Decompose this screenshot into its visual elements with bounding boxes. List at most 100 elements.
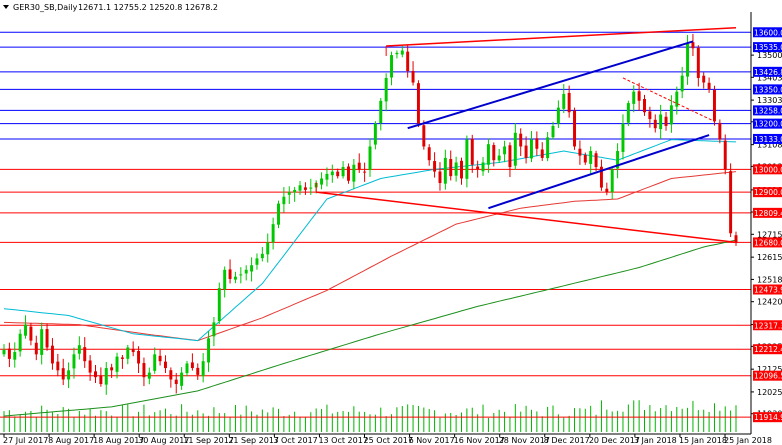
candle-bear (29, 326, 33, 341)
level-label: 12212.4 (754, 345, 782, 354)
candle-bear (346, 166, 350, 181)
candle-bull (616, 151, 620, 169)
candle-bear (583, 154, 587, 163)
level-label-bg (753, 207, 782, 218)
price-tick-label: 12025.5 (757, 388, 782, 397)
channel-upper-line (407, 40, 694, 130)
level-label: 13535.0 (754, 43, 782, 52)
time-tick-label: 8 Aug 2017 (48, 436, 94, 445)
candle-bull (503, 146, 507, 155)
dashed-trendline (622, 77, 715, 122)
level-label-bg (753, 320, 782, 331)
level-label-bg (753, 133, 782, 144)
level-label-bg (753, 370, 782, 381)
candle-bear (7, 348, 11, 359)
candle-bull (2, 349, 6, 355)
candle-bull (610, 169, 614, 193)
trendlines[interactable] (315, 26, 737, 244)
candle-bear (637, 91, 641, 101)
candle-bull (373, 123, 377, 145)
candle-bull (260, 253, 264, 259)
candle-bull (443, 157, 447, 184)
level-label-bg (753, 118, 782, 129)
candle-bear (653, 119, 657, 129)
level-label-bg (753, 42, 782, 53)
level-lines[interactable] (0, 31, 751, 418)
level-label-bg (753, 105, 782, 116)
time-tick-label: 25 Oct 2017 (364, 436, 413, 445)
time-tick-label: 21 Sep 2017 (228, 436, 279, 445)
axes: 13500.013403.013303.013208.013108.013013… (0, 12, 782, 445)
candle-bear (45, 329, 49, 348)
candle-bear (712, 90, 716, 122)
candle-bull (185, 363, 189, 374)
candle-bear (605, 188, 609, 193)
candle-bull (293, 189, 297, 193)
level-label: 12900.0 (754, 188, 782, 197)
candle-bull (277, 203, 280, 225)
candle-bear (427, 147, 431, 161)
level-label-bg (753, 164, 782, 175)
candle-bull (266, 242, 270, 255)
symbol-title: GER30_SB,Daily (13, 3, 78, 12)
candle-bull (67, 370, 71, 380)
candle-bear (594, 153, 598, 168)
candle-bull (669, 105, 673, 125)
candle-bull (250, 265, 254, 272)
candle-bull (621, 123, 625, 152)
candle-bear (137, 350, 141, 364)
candle-bear (492, 145, 496, 161)
candle-bull (212, 322, 216, 337)
candle-bear (56, 361, 60, 371)
candle-bear (34, 342, 38, 355)
time-tick-label: 20 Dec 2017 (589, 436, 640, 445)
candle-bull (24, 324, 28, 336)
candle-bear (422, 125, 426, 147)
candle-bear (94, 371, 97, 378)
candle-bear (599, 166, 603, 188)
candle-bull (77, 345, 81, 354)
chart-header: GER30_SB,Daily 12671.1 12755.2 12520.8 1… (3, 3, 218, 12)
candle-bull (233, 276, 237, 280)
candle-bear (83, 347, 87, 362)
candle-bear (470, 138, 474, 165)
dropdown-triangle-icon[interactable] (3, 5, 9, 9)
time-tick-label: 25 Jan 2018 (724, 436, 772, 445)
candle-bull (379, 100, 383, 124)
candle-bull (562, 93, 566, 109)
candle-bull (680, 75, 684, 92)
candle-bear (336, 171, 340, 177)
candle-bull (72, 354, 76, 369)
level-label-bg (753, 237, 782, 248)
price-tick-label: 13403.0 (757, 73, 782, 82)
candle-bull (384, 77, 388, 102)
level-label: 13000.0 (754, 165, 782, 174)
level-label-bg (753, 284, 782, 295)
candle-bear (449, 159, 453, 177)
time-tick-label: 16 Nov 2017 (454, 436, 505, 445)
candle-bull (255, 258, 259, 265)
level-label-bg (753, 66, 782, 77)
candle-bear (718, 122, 722, 140)
candlesticks (2, 33, 738, 395)
candle-bear (163, 361, 167, 369)
candle-bull (320, 178, 324, 185)
candle-bear (174, 379, 178, 385)
time-tick-label: 3 Oct 2017 (273, 436, 317, 445)
candle-bull (497, 155, 501, 161)
ma-slow-line (3, 239, 737, 417)
candle-bear (131, 348, 135, 353)
level-label: 13200.0 (754, 120, 782, 129)
candle-bull (271, 224, 275, 243)
candle-bear (357, 162, 361, 170)
candle-bull (626, 103, 630, 123)
candle-bull (244, 269, 248, 274)
candle-bear (120, 357, 124, 359)
candle-bear (460, 160, 463, 179)
candle-bull (341, 167, 345, 177)
level-label: 13350.0 (754, 85, 782, 94)
level-labels: 13600.0 13535.0 13426.8 13350.0 13258.0 13200… (753, 27, 782, 423)
candle-bear (50, 345, 54, 364)
